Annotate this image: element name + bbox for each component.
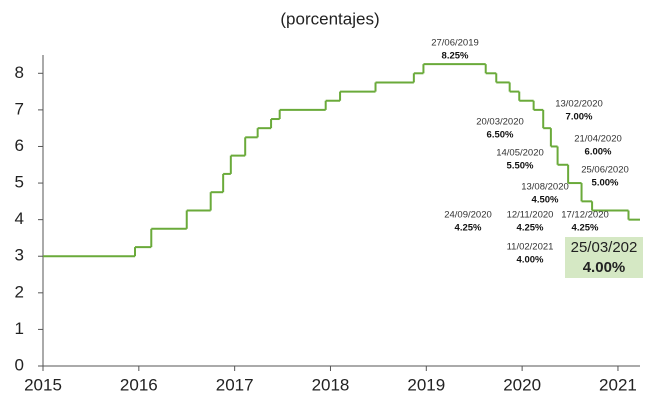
annotation-value: 5.50% [507,161,534,172]
y-tick-label: 1 [15,319,24,338]
annotation-value: 4.00% [517,255,544,266]
annotation-date: 20/03/2020 [476,117,524,128]
y-tick-label: 8 [15,63,24,82]
annotation-date: 24/09/2020 [444,210,492,221]
annotation-value: 6.50% [487,130,514,141]
annotation-value: 7.00% [566,112,593,123]
y-tick-label: 0 [15,355,24,374]
annotation-date: 25/06/2020 [581,165,629,176]
annotation-date: 25/03/202 [571,239,638,256]
chart-title: (porcentajes) [280,9,379,28]
y-tick-label: 7 [15,99,24,118]
annotation-value: 4.25% [517,223,544,234]
y-tick-label: 2 [15,282,24,301]
annotation-date: 21/04/2020 [574,134,622,145]
annotation-date: 11/02/2021 [507,242,554,253]
x-tick-label: 2019 [407,375,445,394]
annotation-value: 6.00% [585,147,612,158]
annotation-value: 4.00% [583,259,626,276]
x-tick-label: 2018 [312,375,350,394]
annotation-value: 8.25% [442,51,469,62]
annotation-date: 13/08/2020 [521,182,569,193]
annotation-date: 27/06/2019 [431,38,479,49]
y-tick-label: 5 [15,173,24,192]
annotation-value: 5.00% [592,178,619,189]
x-tick-label: 2020 [503,375,541,394]
x-tick-label: 2015 [24,375,62,394]
x-tick-label: 2021 [599,375,637,394]
annotation-value: 4.25% [572,223,599,234]
annotation-value: 4.25% [455,223,482,234]
x-tick-label: 2016 [120,375,158,394]
annotation-date: 14/05/2020 [496,148,544,159]
y-tick-label: 4 [15,209,24,228]
x-tick-label: 2017 [216,375,254,394]
y-tick-label: 6 [15,136,24,155]
annotation-date: 12/11/2020 [507,210,554,221]
annotation-date: 13/02/2020 [555,99,603,110]
annotation-value: 4.50% [532,195,559,206]
annotation-date: 17/12/2020 [561,210,609,221]
highlight-box [565,237,643,278]
y-tick-label: 3 [15,246,24,265]
